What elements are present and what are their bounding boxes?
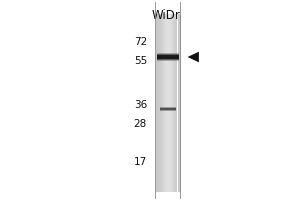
Bar — [160, 110, 176, 111]
Polygon shape — [188, 52, 199, 62]
Bar — [157, 54, 179, 55]
Bar — [157, 57, 179, 58]
Bar — [157, 54, 179, 55]
Bar — [157, 55, 179, 56]
Bar — [177, 14, 178, 192]
Bar — [167, 14, 168, 192]
Bar — [156, 14, 157, 192]
Bar — [160, 107, 176, 108]
Bar — [162, 14, 163, 192]
Bar — [158, 14, 159, 192]
Bar — [179, 14, 180, 192]
Bar — [175, 14, 176, 192]
Text: 55: 55 — [134, 56, 147, 66]
Bar — [157, 14, 158, 192]
Bar — [160, 108, 176, 110]
Bar — [157, 60, 179, 61]
Bar — [157, 60, 179, 61]
Bar — [170, 14, 171, 192]
Bar — [157, 59, 179, 60]
Bar — [157, 55, 179, 56]
Bar — [164, 14, 165, 192]
Bar — [157, 53, 179, 54]
Bar — [157, 56, 179, 57]
Bar — [157, 53, 179, 54]
Bar — [161, 14, 162, 192]
Bar — [166, 14, 167, 192]
Bar — [169, 14, 170, 192]
Bar — [171, 14, 172, 192]
Bar — [160, 110, 176, 111]
Bar — [174, 14, 175, 192]
Text: 28: 28 — [134, 119, 147, 129]
Bar — [180, 14, 181, 192]
Text: 17: 17 — [134, 157, 147, 167]
Bar — [176, 14, 177, 192]
Text: 36: 36 — [134, 100, 147, 110]
Bar — [160, 109, 176, 110]
Bar — [157, 58, 179, 59]
Bar — [160, 109, 176, 110]
Text: 72: 72 — [134, 37, 147, 47]
Bar — [168, 14, 169, 192]
Bar — [160, 108, 176, 109]
Bar — [157, 58, 179, 59]
Bar — [160, 108, 176, 109]
Bar — [157, 55, 179, 59]
Bar — [157, 59, 179, 60]
Bar — [160, 107, 176, 108]
Bar — [163, 14, 164, 192]
Bar — [160, 14, 161, 192]
Bar — [157, 56, 179, 57]
Bar — [173, 14, 174, 192]
Bar — [165, 14, 166, 192]
Bar — [172, 14, 173, 192]
Text: WiDr: WiDr — [152, 9, 181, 22]
Bar — [178, 14, 179, 192]
Bar — [157, 57, 179, 58]
Bar — [159, 14, 160, 192]
